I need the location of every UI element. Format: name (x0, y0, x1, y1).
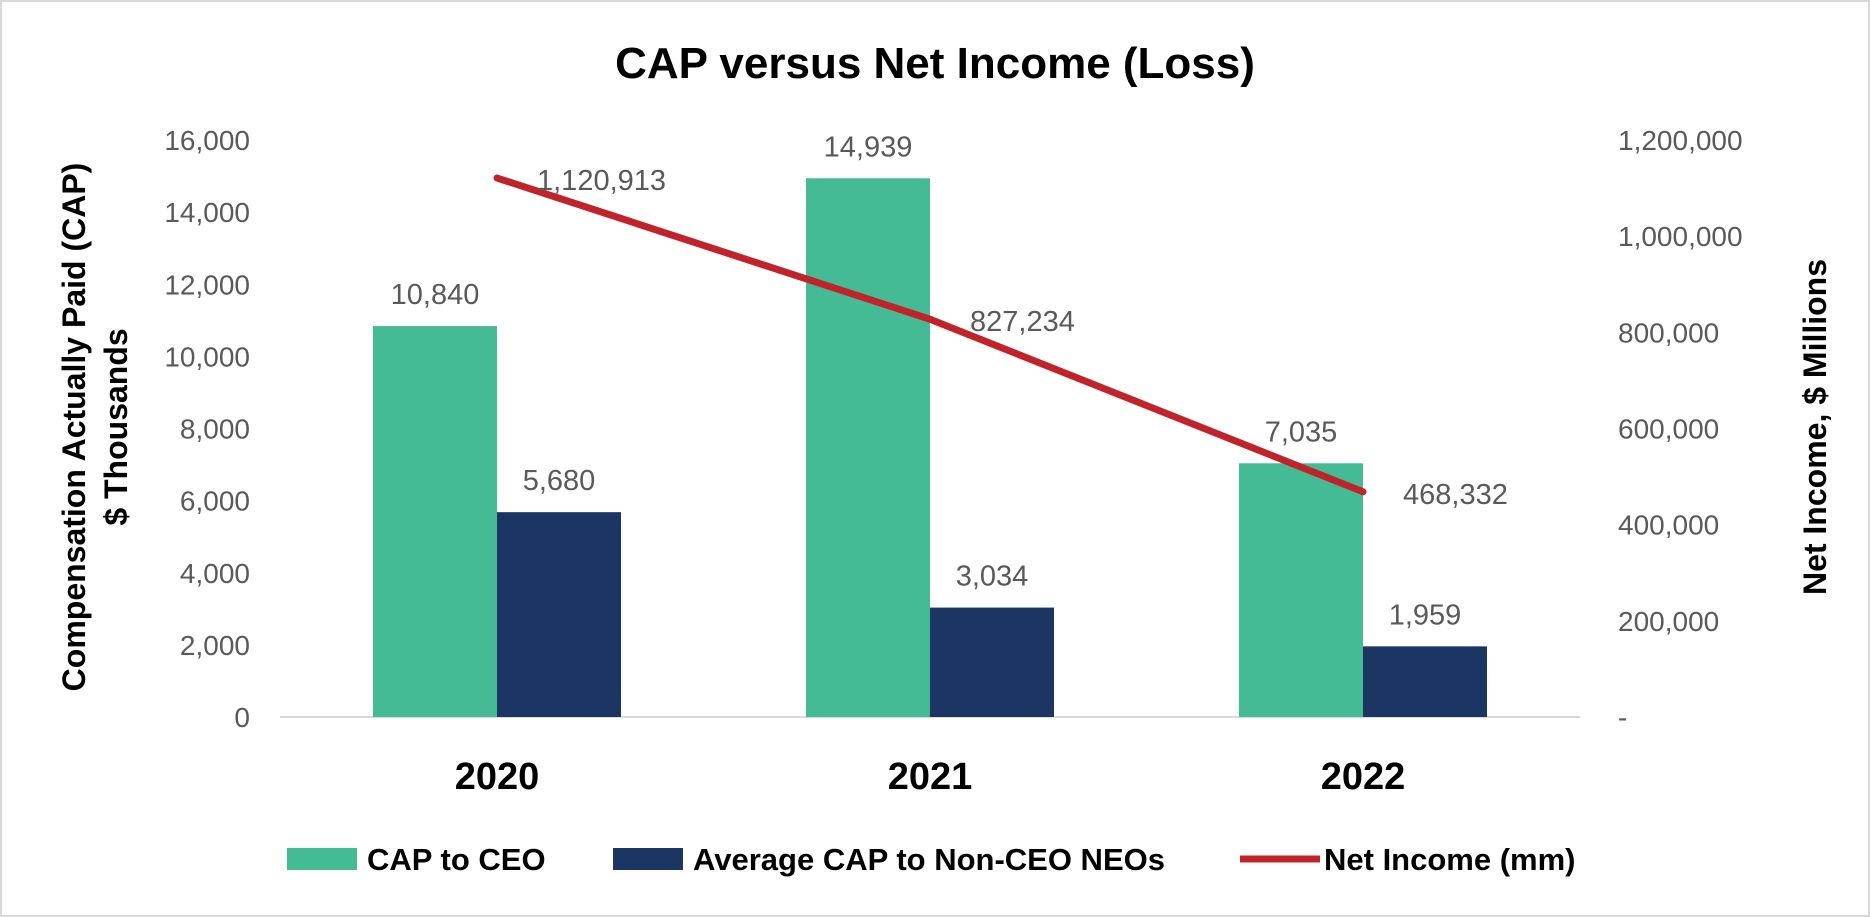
right-tick-label: 200,000 (1618, 606, 1719, 637)
legend: CAP to CEO Average CAP to Non-CEO NEOs N… (287, 842, 1575, 877)
bar-cap-ceo-2021 (806, 178, 930, 717)
left-tick-label: 14,000 (164, 197, 250, 228)
data-labels: 10,840 14,939 7,035 5,680 3,034 1,959 1,120,91… (391, 131, 1508, 631)
category-label-2020: 2020 (455, 756, 540, 798)
legend-label-cap-ceo: CAP to CEO (367, 842, 546, 877)
left-tick-label: 12,000 (164, 269, 250, 300)
left-tick-label: 16,000 (164, 125, 250, 156)
bar-avg-cap-2021 (930, 607, 1054, 717)
right-tick-label: 800,000 (1618, 317, 1719, 348)
net-income-line (493, 174, 1367, 496)
right-tick-label: 1,000,000 (1618, 221, 1743, 252)
bar-avg-cap-2020 (497, 512, 621, 717)
net-income-line-group (493, 174, 1367, 496)
left-tick-label: 4,000 (180, 558, 250, 589)
bar-cap-ceo-2022 (1239, 463, 1363, 717)
left-tick-label: 6,000 (180, 486, 250, 517)
bars-group (373, 178, 1487, 717)
legend-label-avg-cap: Average CAP to Non-CEO NEOs (693, 842, 1165, 877)
data-label-avg-cap-2021: 3,034 (956, 561, 1029, 593)
data-label-avg-cap-2022: 1,959 (1389, 599, 1462, 631)
data-label-avg-cap-2020: 5,680 (523, 465, 596, 497)
category-label-2022: 2022 (1321, 756, 1406, 798)
left-axis-ticks: 0 2,000 4,000 6,000 8,000 10,000 12,000 14,000 1… (164, 125, 250, 733)
data-label-cap-ceo-2022: 7,035 (1265, 416, 1338, 448)
data-label-net-income-2022: 468,332 (1403, 479, 1508, 511)
data-label-net-income-2021: 827,234 (970, 306, 1075, 338)
legend-label-net-income: Net Income (mm) (1324, 842, 1575, 877)
legend-swatch-avg-cap (613, 848, 683, 870)
right-tick-label: 1,200,000 (1618, 125, 1743, 156)
legend-swatch-cap-ceo (287, 848, 357, 870)
left-tick-label: 10,000 (164, 341, 250, 372)
data-label-cap-ceo-2020: 10,840 (391, 279, 480, 311)
data-label-net-income-2020: 1,120,913 (537, 165, 666, 197)
data-label-cap-ceo-2021: 14,939 (824, 131, 913, 163)
right-tick-label: 600,000 (1618, 414, 1719, 445)
category-label-2021: 2021 (888, 756, 973, 798)
category-labels: 2020 2021 2022 (455, 756, 1406, 798)
left-axis-title-line2: $ Thousands (98, 328, 134, 525)
right-axis-title: Net Income, $ Millions (1797, 259, 1833, 595)
left-axis-title-line1: Compensation Actually Paid (CAP) (56, 163, 92, 692)
bar-cap-ceo-2020 (373, 326, 497, 717)
chart-title: CAP versus Net Income (Loss) (615, 39, 1255, 88)
right-tick-label: - (1618, 702, 1627, 733)
left-tick-label: 2,000 (180, 630, 250, 661)
left-tick-label: 0 (234, 702, 250, 733)
bar-avg-cap-2022 (1363, 646, 1487, 717)
right-tick-label: 400,000 (1618, 510, 1719, 541)
left-tick-label: 8,000 (180, 414, 250, 445)
right-axis-ticks: - 200,000 400,000 600,000 800,000 1,000,000 1,… (1618, 125, 1743, 733)
